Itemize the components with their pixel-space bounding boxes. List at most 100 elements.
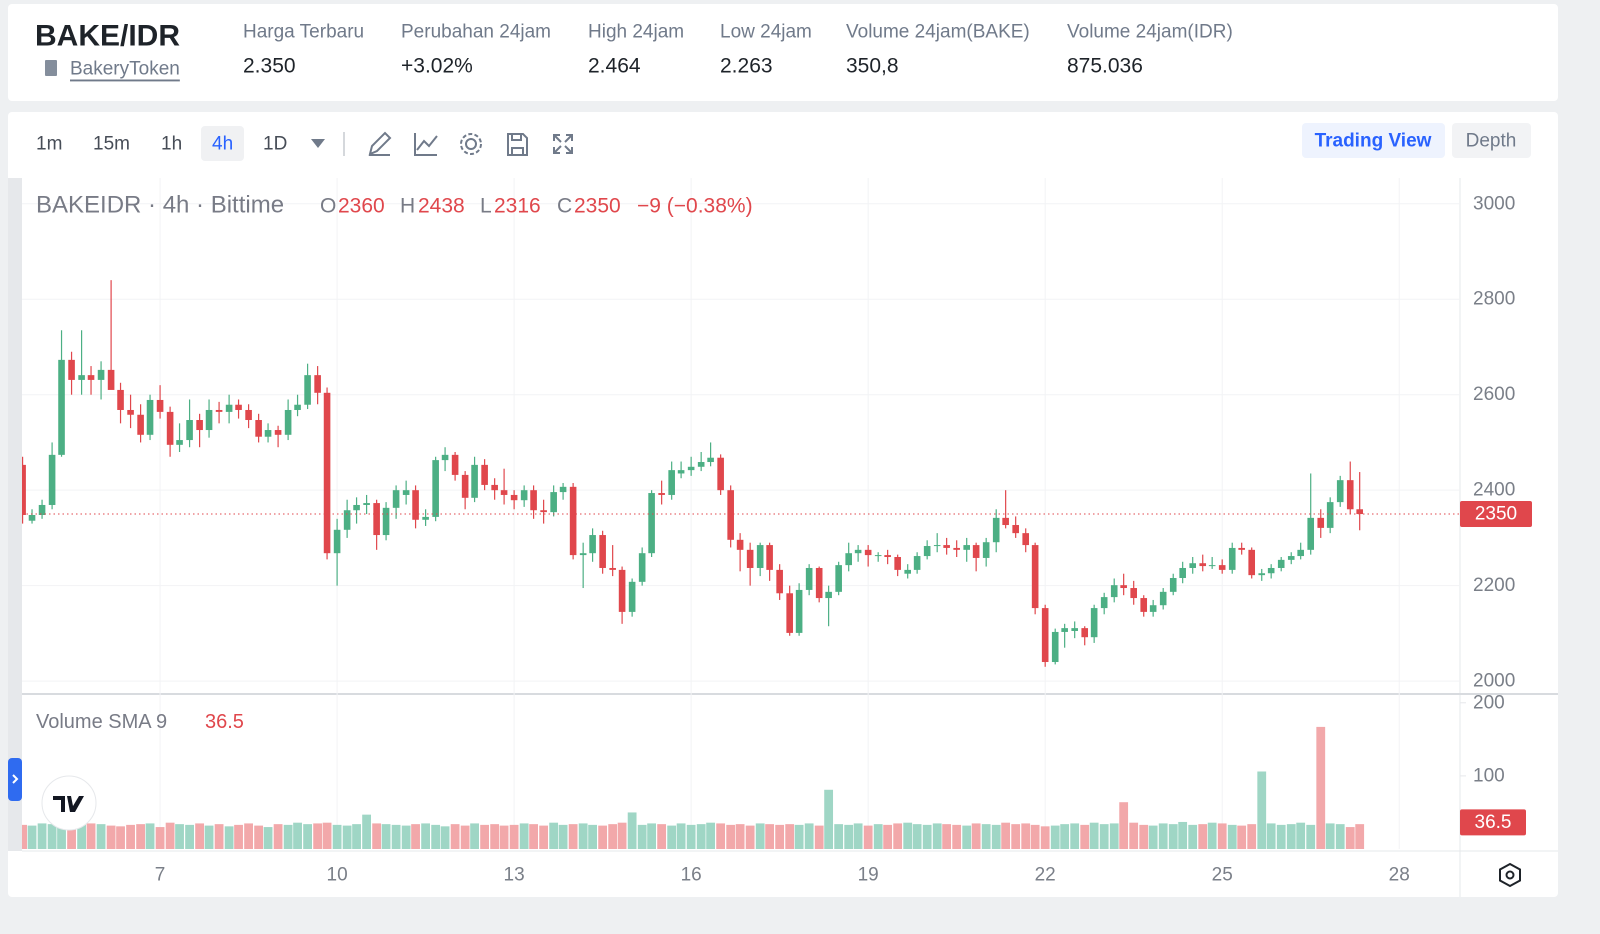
volume-bar (519, 823, 529, 849)
candle-body (471, 464, 478, 498)
y-tick-label: 2400 (1473, 480, 1515, 501)
candle-body (28, 514, 36, 521)
volume-sma-badge (1460, 809, 1526, 836)
stat-label: Volume 24jam(BAKE) (846, 22, 1030, 43)
axis-settings-dot (1505, 870, 1515, 880)
fullscreen-icon[interactable] (553, 134, 573, 154)
settings-icon[interactable] (465, 138, 477, 150)
candle-body (668, 470, 675, 495)
candle-body (520, 490, 528, 501)
volume-sma-label: 36.5 (1475, 812, 1512, 833)
candle-body (874, 555, 882, 557)
volume-bar (863, 825, 873, 849)
candle-body (1100, 597, 1108, 609)
candle-body (186, 420, 193, 441)
candle-body (402, 490, 410, 495)
draw-icon[interactable] (368, 131, 392, 156)
candle-body (137, 414, 144, 435)
volume-bar (883, 824, 893, 849)
interval-button[interactable]: 1D (263, 134, 287, 155)
candle-body (795, 589, 803, 633)
view-tab[interactable]: Depth (1466, 131, 1517, 152)
axis-settings[interactable] (1499, 862, 1521, 888)
volume-bar (1237, 825, 1247, 849)
legend-change: −9 (−0.38%) (637, 195, 753, 218)
candle-body (835, 565, 842, 592)
volume-bar (962, 825, 972, 849)
volume-bar (165, 822, 175, 849)
interval-button[interactable]: 4h (212, 134, 233, 155)
candle-body (1336, 480, 1344, 503)
volume-bar (204, 825, 214, 849)
volume-bar (912, 824, 922, 849)
candle-body (579, 553, 587, 556)
side-toggle[interactable] (8, 758, 22, 801)
legend-ohlc-key: H (400, 195, 415, 218)
volume-bar (1060, 824, 1070, 849)
side-strip (8, 178, 22, 851)
volume-legend-value: 36.5 (205, 711, 244, 733)
token-link[interactable]: BakeryToken (70, 59, 180, 80)
volume-bar (775, 824, 785, 849)
stat-value: 2.263 (720, 55, 773, 78)
candle-body (1258, 573, 1266, 576)
candle-body (943, 545, 950, 548)
interval-button[interactable]: 1h (161, 134, 182, 155)
volume-bar (785, 824, 795, 849)
volume-bar (657, 824, 667, 849)
volume-bar (1178, 821, 1188, 849)
volume-bar (893, 823, 903, 849)
interval-button[interactable]: 1m (36, 134, 62, 155)
candle-body (304, 375, 311, 405)
candle-body (22, 464, 26, 515)
volume-bar (460, 825, 470, 849)
volume-bar (647, 823, 657, 849)
volume-bar (637, 824, 647, 849)
candle-body (628, 581, 636, 612)
volume-bar (126, 824, 135, 849)
y-tick-label: 2000 (1473, 671, 1515, 692)
volume-bar (1257, 771, 1267, 849)
volume-bar (86, 823, 96, 849)
candle-body (1120, 585, 1127, 589)
volume-bar (873, 824, 883, 849)
candle-body (294, 404, 301, 410)
volume-bar (834, 824, 844, 849)
view-tab[interactable]: Trading View (1315, 131, 1432, 152)
candle-body (441, 454, 449, 461)
candle-body (412, 490, 419, 520)
interval-button[interactable]: 15m (93, 134, 130, 155)
x-tick-label: 10 (327, 865, 348, 886)
candle-body (589, 535, 596, 554)
volume-bar (1089, 822, 1099, 849)
candle-body (146, 399, 154, 435)
candle-body (48, 454, 56, 505)
volume-bar (1109, 823, 1119, 849)
candle-body (274, 430, 282, 435)
candle-body (264, 430, 272, 437)
candle-body (697, 462, 705, 467)
interval-dropdown[interactable] (311, 139, 325, 148)
volume-bar (470, 823, 479, 849)
candle-body (559, 486, 567, 493)
save-icon[interactable] (507, 133, 528, 156)
candle-body (963, 545, 971, 550)
indicator-icon[interactable] (414, 133, 438, 156)
volume-bar (971, 823, 981, 849)
overlay: 2350 36.5 BAKEIDR · 4h · Bittime O 2360 H 2438… (36, 192, 1532, 836)
candle-body (569, 486, 577, 556)
candle-body (1238, 547, 1245, 550)
candle-body (451, 454, 459, 475)
candle-body (1248, 549, 1256, 576)
candle-body (314, 375, 321, 393)
volume-bar (214, 824, 224, 849)
stat-label: Volume 24jam(IDR) (1067, 22, 1233, 43)
candle-body (953, 547, 960, 550)
volume-bar (381, 824, 391, 849)
candle-body (68, 359, 75, 380)
volume-bar (440, 826, 450, 849)
legend-ohlc-key: L (480, 195, 492, 218)
candle-body (1081, 628, 1089, 638)
candle-body (854, 549, 862, 554)
candle-body (196, 420, 203, 431)
